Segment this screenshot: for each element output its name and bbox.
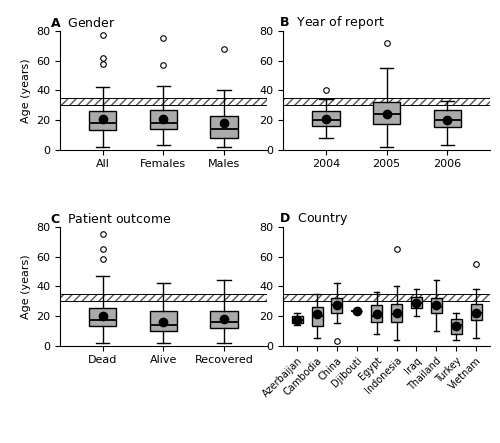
Bar — [60, 294, 266, 301]
Bar — [60, 294, 266, 301]
Text: $\mathbf{D}$  Country: $\mathbf{D}$ Country — [279, 211, 348, 227]
PathPatch shape — [470, 304, 482, 320]
Bar — [60, 98, 266, 105]
PathPatch shape — [292, 316, 302, 323]
Y-axis label: Age (years): Age (years) — [20, 58, 30, 123]
Y-axis label: Age (years): Age (years) — [20, 254, 30, 319]
PathPatch shape — [210, 311, 238, 328]
PathPatch shape — [89, 111, 116, 130]
Bar — [284, 294, 490, 301]
PathPatch shape — [312, 111, 340, 126]
PathPatch shape — [150, 311, 177, 331]
Bar — [284, 98, 490, 105]
PathPatch shape — [332, 298, 342, 313]
Text: $\mathbf{B}$  Year of report: $\mathbf{B}$ Year of report — [279, 14, 385, 31]
Bar — [284, 98, 490, 105]
PathPatch shape — [89, 308, 116, 326]
PathPatch shape — [431, 298, 442, 313]
PathPatch shape — [434, 110, 461, 128]
Text: $\mathbf{A}$  Gender: $\mathbf{A}$ Gender — [50, 16, 116, 30]
Bar — [284, 294, 490, 301]
PathPatch shape — [411, 296, 422, 308]
PathPatch shape — [210, 116, 238, 138]
PathPatch shape — [373, 102, 400, 124]
PathPatch shape — [150, 110, 177, 129]
Bar — [60, 98, 266, 105]
PathPatch shape — [312, 307, 322, 326]
PathPatch shape — [391, 304, 402, 322]
Text: $\mathbf{C}$  Patient outcome: $\mathbf{C}$ Patient outcome — [50, 212, 171, 225]
PathPatch shape — [450, 319, 462, 334]
PathPatch shape — [371, 306, 382, 322]
